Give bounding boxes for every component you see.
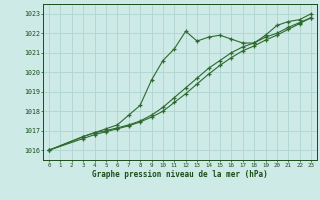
X-axis label: Graphe pression niveau de la mer (hPa): Graphe pression niveau de la mer (hPa) [92,170,268,179]
